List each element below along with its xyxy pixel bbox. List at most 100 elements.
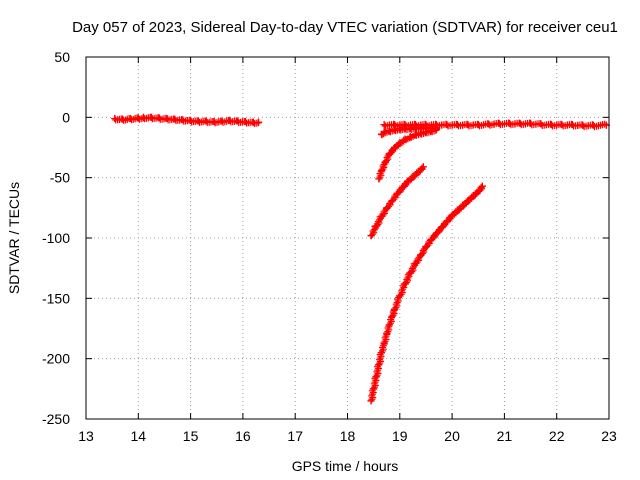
y-tick-label: -200 [42,351,70,367]
x-tick-label: 14 [131,428,147,444]
y-tick-label: 0 [62,109,70,125]
data-point-arc-2 [558,121,566,129]
x-tick-label: 23 [601,428,617,444]
data-point-arc-5 [404,177,412,185]
data-point-arc-6 [432,229,440,237]
y-tick-label: 50 [54,49,70,65]
data-point-arc-1 [126,115,134,123]
x-tick-label: 20 [444,428,460,444]
x-tick-label: 13 [78,428,94,444]
data-point-arc-5 [414,168,422,176]
data-point-arc-2 [579,121,587,129]
data-point-arc-2 [506,119,514,127]
data-point-arc-6 [422,242,430,250]
data-point-arc-6 [372,373,380,381]
data-point-arc-4 [401,135,409,143]
data-point-arc-4 [385,150,393,158]
data-point-arc-2 [464,121,472,129]
data-point-arc-3 [406,124,414,132]
data-point-arc-6 [375,361,383,369]
data-point-arc-3 [391,125,399,133]
data-point-arc-6 [367,397,375,405]
axis-ticks: 13 14 15 16 17 18 19 20 21 22 23 -250 -200 -150 -100 -5… [42,49,617,444]
data-point-arc-5 [388,197,396,205]
chart-title: Day 057 of 2023, Sidereal Day-to-day VTE… [72,19,618,36]
x-tick-label: 21 [497,428,513,444]
data-point-arc-6 [478,182,486,190]
data-point-arc-1 [111,115,119,123]
data-point-arc-4 [375,175,383,183]
data-point-arc-6 [469,192,477,200]
data-point-arc-6 [417,251,425,259]
y-axis-label: SDTVAR / TECUs [6,182,22,294]
data-point-arc-1 [140,113,148,121]
data-point-arc-1 [202,117,210,125]
data-point-arc-4 [381,158,389,166]
x-axis-label: GPS time / hours [292,458,399,474]
data-point-arc-2 [516,119,524,127]
data-point-arc-5 [419,163,427,171]
data-point-arc-6 [388,312,396,320]
data-point-arc-6 [464,197,472,205]
data-point-arc-6 [427,235,435,243]
data-point-arc-1 [119,115,127,123]
y-tick-label: -250 [42,411,70,427]
data-point-arc-2 [537,120,545,128]
x-tick-label: 22 [549,428,565,444]
data-point-arc-4 [377,166,385,174]
data-point-arc-6 [385,321,393,329]
grid [86,57,609,419]
data-point-arc-6 [459,201,467,209]
data-point-arc-2 [474,121,482,129]
data-point-arc-6 [443,217,451,225]
data-points [111,113,610,405]
data-point-arc-1 [163,115,171,123]
data-point-arc-4 [391,144,399,151]
data-point-arc-1 [147,113,155,121]
y-tick-label: -100 [42,230,70,246]
data-point-arc-1 [255,118,263,126]
data-point-arc-4 [432,125,440,133]
data-point-arc-1 [210,118,218,126]
data-point-arc-5 [372,222,380,230]
data-point-arc-2 [443,121,451,129]
data-point-arc-3 [385,127,393,135]
data-point-arc-4 [396,139,404,147]
data-point-arc-2 [380,121,388,129]
y-tick-label: -50 [50,170,70,186]
data-point-arc-1 [242,118,250,126]
data-point-arc-4 [417,129,425,137]
data-point-arc-5 [377,212,385,220]
data-point-arc-6 [380,339,388,347]
data-point-arc-1 [134,114,142,122]
data-point-arc-2 [453,121,461,129]
data-point-arc-1 [226,116,234,124]
data-point-arc-1 [234,117,242,125]
data-point-arc-5 [409,172,417,180]
data-point-arc-6 [406,269,414,277]
x-tick-label: 17 [287,428,303,444]
x-tick-label: 19 [392,428,408,444]
data-point-arc-3 [380,128,388,136]
data-point-arc-1 [171,115,179,123]
data-point-arc-4 [422,128,430,136]
data-point-arc-5 [367,232,375,240]
data-point-arc-6 [448,211,456,219]
data-point-arc-6 [377,349,385,357]
data-point-arc-2 [495,119,503,127]
data-point-arc-2 [485,120,493,128]
y-tick-label: -150 [42,290,70,306]
data-point-arc-5 [383,204,391,212]
data-point-arc-6 [438,223,446,231]
data-point-arc-6 [401,280,409,288]
data-point-arc-5 [393,189,401,197]
data-point-arc-6 [396,292,404,300]
data-point-arc-1 [187,116,195,124]
data-point-arc-1 [194,117,202,125]
data-point-arc-6 [411,259,419,267]
data-point-arc-6 [453,206,461,214]
data-point-arc-1 [218,117,226,125]
data-point-arc-1 [179,116,187,124]
data-point-arc-4 [406,133,414,141]
